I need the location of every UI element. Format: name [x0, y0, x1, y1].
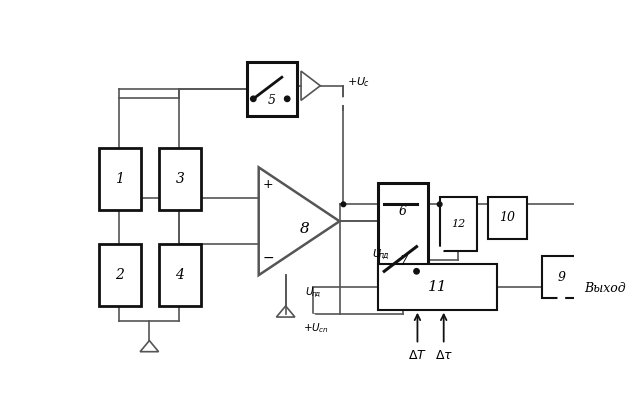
Bar: [159, 244, 201, 306]
Bar: [378, 264, 497, 310]
Circle shape: [340, 98, 346, 104]
Text: $U_{\!п\!д}$: $U_{\!п\!д}$: [305, 286, 321, 300]
Circle shape: [436, 248, 443, 254]
Text: +: +: [262, 178, 273, 191]
Bar: [378, 183, 428, 283]
Bar: [99, 148, 141, 210]
Text: 4: 4: [175, 268, 184, 282]
Bar: [159, 148, 201, 210]
Text: 2: 2: [115, 268, 124, 282]
Circle shape: [414, 269, 419, 274]
Text: $+U_{\!c}$: $+U_{\!c}$: [348, 75, 370, 89]
Text: 7: 7: [399, 255, 407, 268]
Circle shape: [341, 202, 346, 207]
Circle shape: [310, 314, 316, 320]
Circle shape: [558, 295, 564, 301]
Text: 3: 3: [175, 172, 184, 186]
Text: 5: 5: [268, 94, 276, 107]
Text: $U_{\!п\!д}$: $U_{\!п\!д}$: [372, 247, 390, 262]
Text: $\Delta\tau$: $\Delta\tau$: [435, 349, 452, 362]
Text: −: −: [262, 251, 274, 265]
Circle shape: [437, 202, 442, 207]
Text: 1: 1: [115, 172, 124, 186]
Bar: [247, 62, 297, 116]
Text: 8: 8: [300, 222, 309, 236]
Text: 10: 10: [499, 211, 515, 224]
Circle shape: [251, 96, 256, 102]
Text: 9: 9: [557, 270, 565, 284]
Text: $\Delta T$: $\Delta T$: [408, 349, 427, 362]
Text: $+U_{\!cn}$: $+U_{\!cn}$: [303, 321, 328, 335]
Text: Выход: Выход: [584, 282, 626, 295]
Bar: [542, 256, 580, 298]
Bar: [99, 244, 141, 306]
Circle shape: [285, 96, 290, 102]
Text: 12: 12: [451, 218, 465, 228]
Text: 11: 11: [428, 280, 447, 294]
Bar: [440, 197, 477, 250]
Text: 6: 6: [399, 205, 407, 218]
Bar: [488, 197, 527, 239]
